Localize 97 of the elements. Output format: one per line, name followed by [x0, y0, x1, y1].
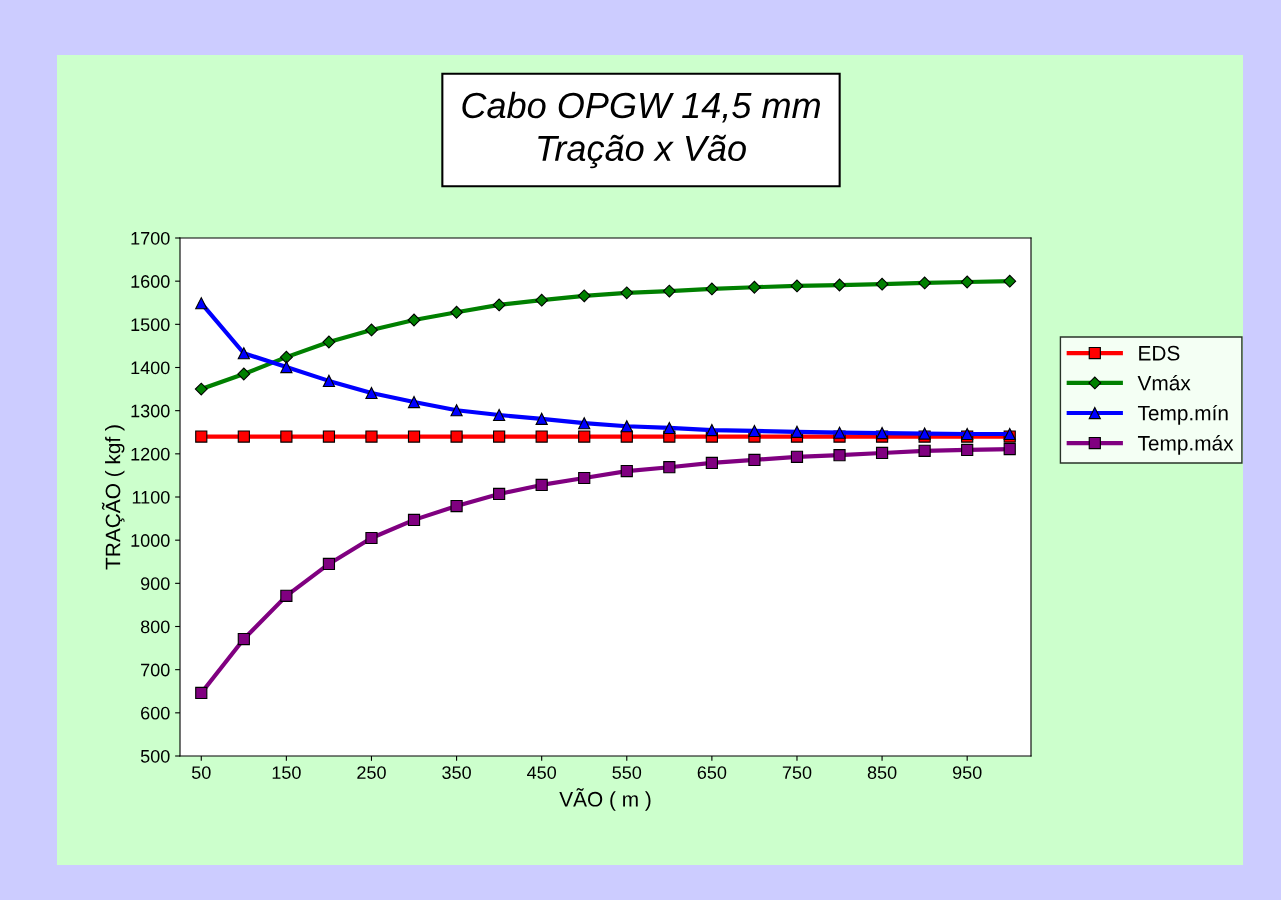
y-tick-label: 1100 [132, 490, 170, 504]
point [365, 430, 378, 443]
point [450, 305, 464, 319]
point [450, 404, 463, 417]
point [833, 278, 846, 292]
point [492, 298, 506, 312]
point [195, 297, 208, 310]
point [279, 350, 293, 364]
legend-label: Temp.mín [1137, 404, 1228, 425]
point [407, 395, 421, 409]
point [1003, 442, 1016, 456]
point [662, 284, 676, 298]
y-tick-label: 1300 [131, 404, 170, 418]
point [705, 456, 718, 470]
point [365, 386, 378, 400]
point [620, 420, 633, 433]
point [535, 430, 548, 443]
point [833, 449, 846, 462]
point [237, 430, 250, 443]
point [322, 374, 336, 387]
y-tick-label: 600 [141, 706, 170, 720]
y-tick-label: 700 [141, 663, 170, 677]
y-tick-label: 1000 [131, 534, 170, 547]
point [365, 323, 378, 337]
point [407, 513, 421, 526]
point [577, 289, 591, 303]
point [875, 446, 889, 460]
x-axis-title: VÃO ( m ) [559, 788, 651, 811]
point [237, 347, 250, 360]
x-tick-label: 450 [527, 766, 557, 779]
point [535, 293, 549, 307]
point [535, 478, 548, 492]
point [961, 443, 974, 457]
point [450, 499, 463, 513]
x-tick-label: 650 [697, 766, 727, 779]
x-tick-label: 250 [357, 766, 386, 779]
point [578, 417, 591, 430]
chart-title: Cabo OPGW 14,5 mm Tração x Vão [462, 91, 820, 169]
point [705, 282, 719, 296]
point [322, 557, 336, 571]
point [237, 367, 251, 381]
point [493, 487, 506, 501]
x-tick-label: 850 [867, 766, 897, 779]
point [747, 280, 761, 294]
point [493, 430, 506, 443]
point [322, 335, 336, 349]
y-tick-label: 1200 [131, 447, 170, 461]
point [620, 464, 633, 478]
legend-label: Temp.máx [1137, 435, 1234, 455]
x-tick-label: 750 [782, 766, 812, 779]
x-tick-label: 150 [272, 766, 301, 779]
point [663, 421, 676, 435]
point [194, 382, 208, 396]
point [833, 426, 846, 439]
point [705, 423, 718, 437]
point [280, 589, 293, 602]
point [578, 471, 591, 485]
point [790, 279, 804, 293]
point [280, 360, 293, 374]
y-tick-label: 900 [141, 577, 170, 591]
x-tick-label: 550 [612, 766, 642, 779]
point [322, 430, 336, 443]
point [790, 450, 804, 463]
point [620, 286, 634, 300]
point [407, 430, 421, 443]
point [407, 313, 421, 327]
point [195, 686, 208, 700]
y-tick-label: 1500 [131, 318, 170, 332]
point [663, 461, 676, 474]
x-tick-label: 950 [952, 766, 982, 779]
point [748, 424, 761, 438]
y-tick-label: 1700 [131, 231, 170, 245]
y-tick-label: 1400 [131, 361, 170, 375]
point [280, 430, 293, 443]
point [450, 430, 463, 443]
point [1003, 274, 1017, 288]
point [748, 453, 761, 466]
y-tick-label: 1600 [131, 275, 170, 288]
point [493, 408, 506, 422]
point [578, 430, 591, 443]
point [790, 425, 804, 438]
y-axis-title: TRAÇÃO ( kgf ) [101, 425, 125, 570]
y-tick-label: 800 [140, 620, 170, 634]
point [365, 531, 378, 545]
point [237, 632, 250, 646]
point [875, 277, 889, 291]
x-tick-label: 50 [191, 766, 211, 779]
point [918, 276, 932, 290]
point [195, 430, 208, 443]
point [960, 275, 974, 289]
point [918, 444, 931, 457]
point [620, 430, 633, 443]
x-tick-label: 350 [442, 766, 471, 779]
legend-label: Vmáx [1137, 374, 1191, 391]
y-tick-label: 500 [140, 749, 170, 763]
legend-label: EDS [1139, 345, 1180, 361]
point [535, 412, 548, 425]
